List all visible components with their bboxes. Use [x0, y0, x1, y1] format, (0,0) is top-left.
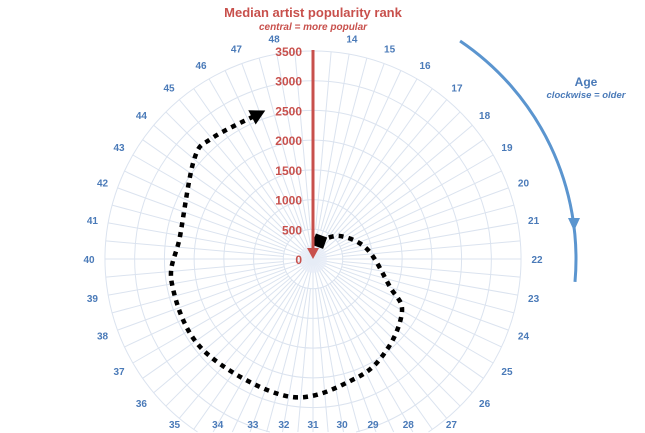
angular-tick-label: 31 — [307, 420, 319, 431]
age-direction-arc — [459, 39, 578, 283]
grid-spoke — [117, 258, 314, 331]
grid-spoke — [312, 258, 518, 296]
grid-spoke — [312, 258, 473, 394]
radial-tick-label: 3500 — [275, 45, 302, 59]
end-arrowhead — [248, 110, 266, 125]
grid-spoke — [249, 258, 314, 433]
angular-tick-label: 16 — [419, 61, 431, 72]
angular-tick-label: 40 — [83, 255, 95, 266]
angular-tick-label: 29 — [367, 420, 379, 431]
angular-tick-label: 19 — [501, 143, 513, 154]
chart-title: Median artist popularity rank — [224, 5, 402, 20]
grid-spoke — [132, 154, 314, 260]
angular-tick-label: 18 — [479, 111, 491, 122]
radial-tick-label: 500 — [282, 223, 302, 237]
angular-tick-label: 38 — [97, 332, 109, 343]
angular-tick-label: 22 — [531, 255, 543, 266]
grid-spoke — [320, 287, 360, 433]
angular-tick-label: 46 — [195, 61, 207, 72]
grid-spoke — [153, 124, 314, 260]
chart-subtitle: central = more popular — [259, 22, 368, 33]
grid-spoke — [312, 187, 509, 260]
grid-spoke — [153, 258, 314, 394]
angular-tick-label: 15 — [384, 45, 396, 56]
angular-tick-label: 21 — [528, 216, 540, 227]
radial-axis-arrowhead — [307, 248, 319, 259]
grid-spoke — [241, 63, 314, 260]
grid-spoke — [315, 288, 329, 433]
angular-tick-label: 20 — [518, 178, 530, 189]
angular-tick-label: 48 — [269, 34, 281, 45]
grid-spoke — [132, 258, 314, 364]
age-direction-arrowhead — [568, 218, 580, 231]
angular-axis-note: clockwise = older — [547, 90, 627, 101]
grid-spoke — [325, 285, 395, 433]
angular-tick-labels: 14 15 16 17 18 19 20 21 22 23 24 25 26 27 28 29 30 31 32 33… — [83, 34, 543, 431]
grid-spoke — [312, 258, 448, 419]
angular-axis-label: Age — [575, 75, 598, 89]
grid-spoke — [178, 99, 314, 260]
angular-tick-label: 39 — [87, 294, 99, 305]
angular-tick-label: 44 — [136, 111, 148, 122]
angular-tick-label: 17 — [451, 83, 463, 94]
angular-tick-label: 23 — [528, 294, 540, 305]
grid — [104, 50, 522, 433]
grid-spoke — [312, 78, 418, 260]
grid-spoke — [276, 54, 314, 260]
radial-tick-labels: 0 500 1000 1500 2000 2500 3000 3500 — [275, 45, 302, 267]
angular-tick-label: 47 — [231, 45, 243, 56]
angular-tick-label: 43 — [113, 143, 125, 154]
angular-tick-label: 41 — [87, 216, 99, 227]
grid-spoke — [117, 187, 314, 260]
grid-spoke — [312, 258, 377, 433]
grid-spoke — [312, 222, 518, 260]
angular-tick-label: 35 — [169, 420, 181, 431]
grid-spoke — [312, 258, 414, 433]
grid-spoke — [178, 258, 314, 419]
grid-spoke — [108, 222, 314, 260]
angular-tick-label: 45 — [163, 83, 175, 94]
grid-spoke — [266, 287, 306, 433]
angular-tick-label: 28 — [403, 420, 415, 431]
grid-spoke — [312, 63, 385, 260]
grid-spoke — [212, 258, 314, 433]
angular-tick-label: 36 — [136, 399, 148, 410]
angular-tick-label: 37 — [113, 367, 125, 378]
angular-tick-label: 27 — [446, 420, 458, 431]
angular-tick-label: 14 — [346, 34, 358, 45]
radial-tick-label: 3000 — [275, 75, 302, 89]
grid-spoke — [208, 78, 314, 260]
radial-tick-label: 0 — [295, 253, 302, 267]
angular-tick-label: 30 — [337, 420, 349, 431]
angular-tick-label: 25 — [501, 367, 513, 378]
start-marker — [311, 233, 328, 249]
angular-tick-label: 24 — [518, 332, 530, 343]
angular-tick-label: 26 — [479, 399, 491, 410]
grid-spoke — [312, 99, 448, 260]
angular-tick-label: 42 — [97, 178, 109, 189]
radial-tick-label: 1500 — [275, 164, 302, 178]
angular-tick-label: 33 — [247, 420, 259, 431]
grid-spoke — [231, 285, 301, 433]
angular-tick-label: 32 — [278, 420, 290, 431]
grid-spoke — [312, 258, 509, 331]
grid-spoke — [297, 288, 311, 433]
line-markers — [248, 110, 328, 249]
grid-spoke — [108, 258, 314, 296]
grid-spoke — [312, 54, 350, 260]
radial-tick-label: 2000 — [275, 134, 302, 148]
radial-tick-label: 2500 — [275, 104, 302, 118]
angular-tick-label: 34 — [212, 420, 224, 431]
radial-tick-label: 1000 — [275, 194, 302, 208]
grid-spoke — [312, 154, 494, 260]
